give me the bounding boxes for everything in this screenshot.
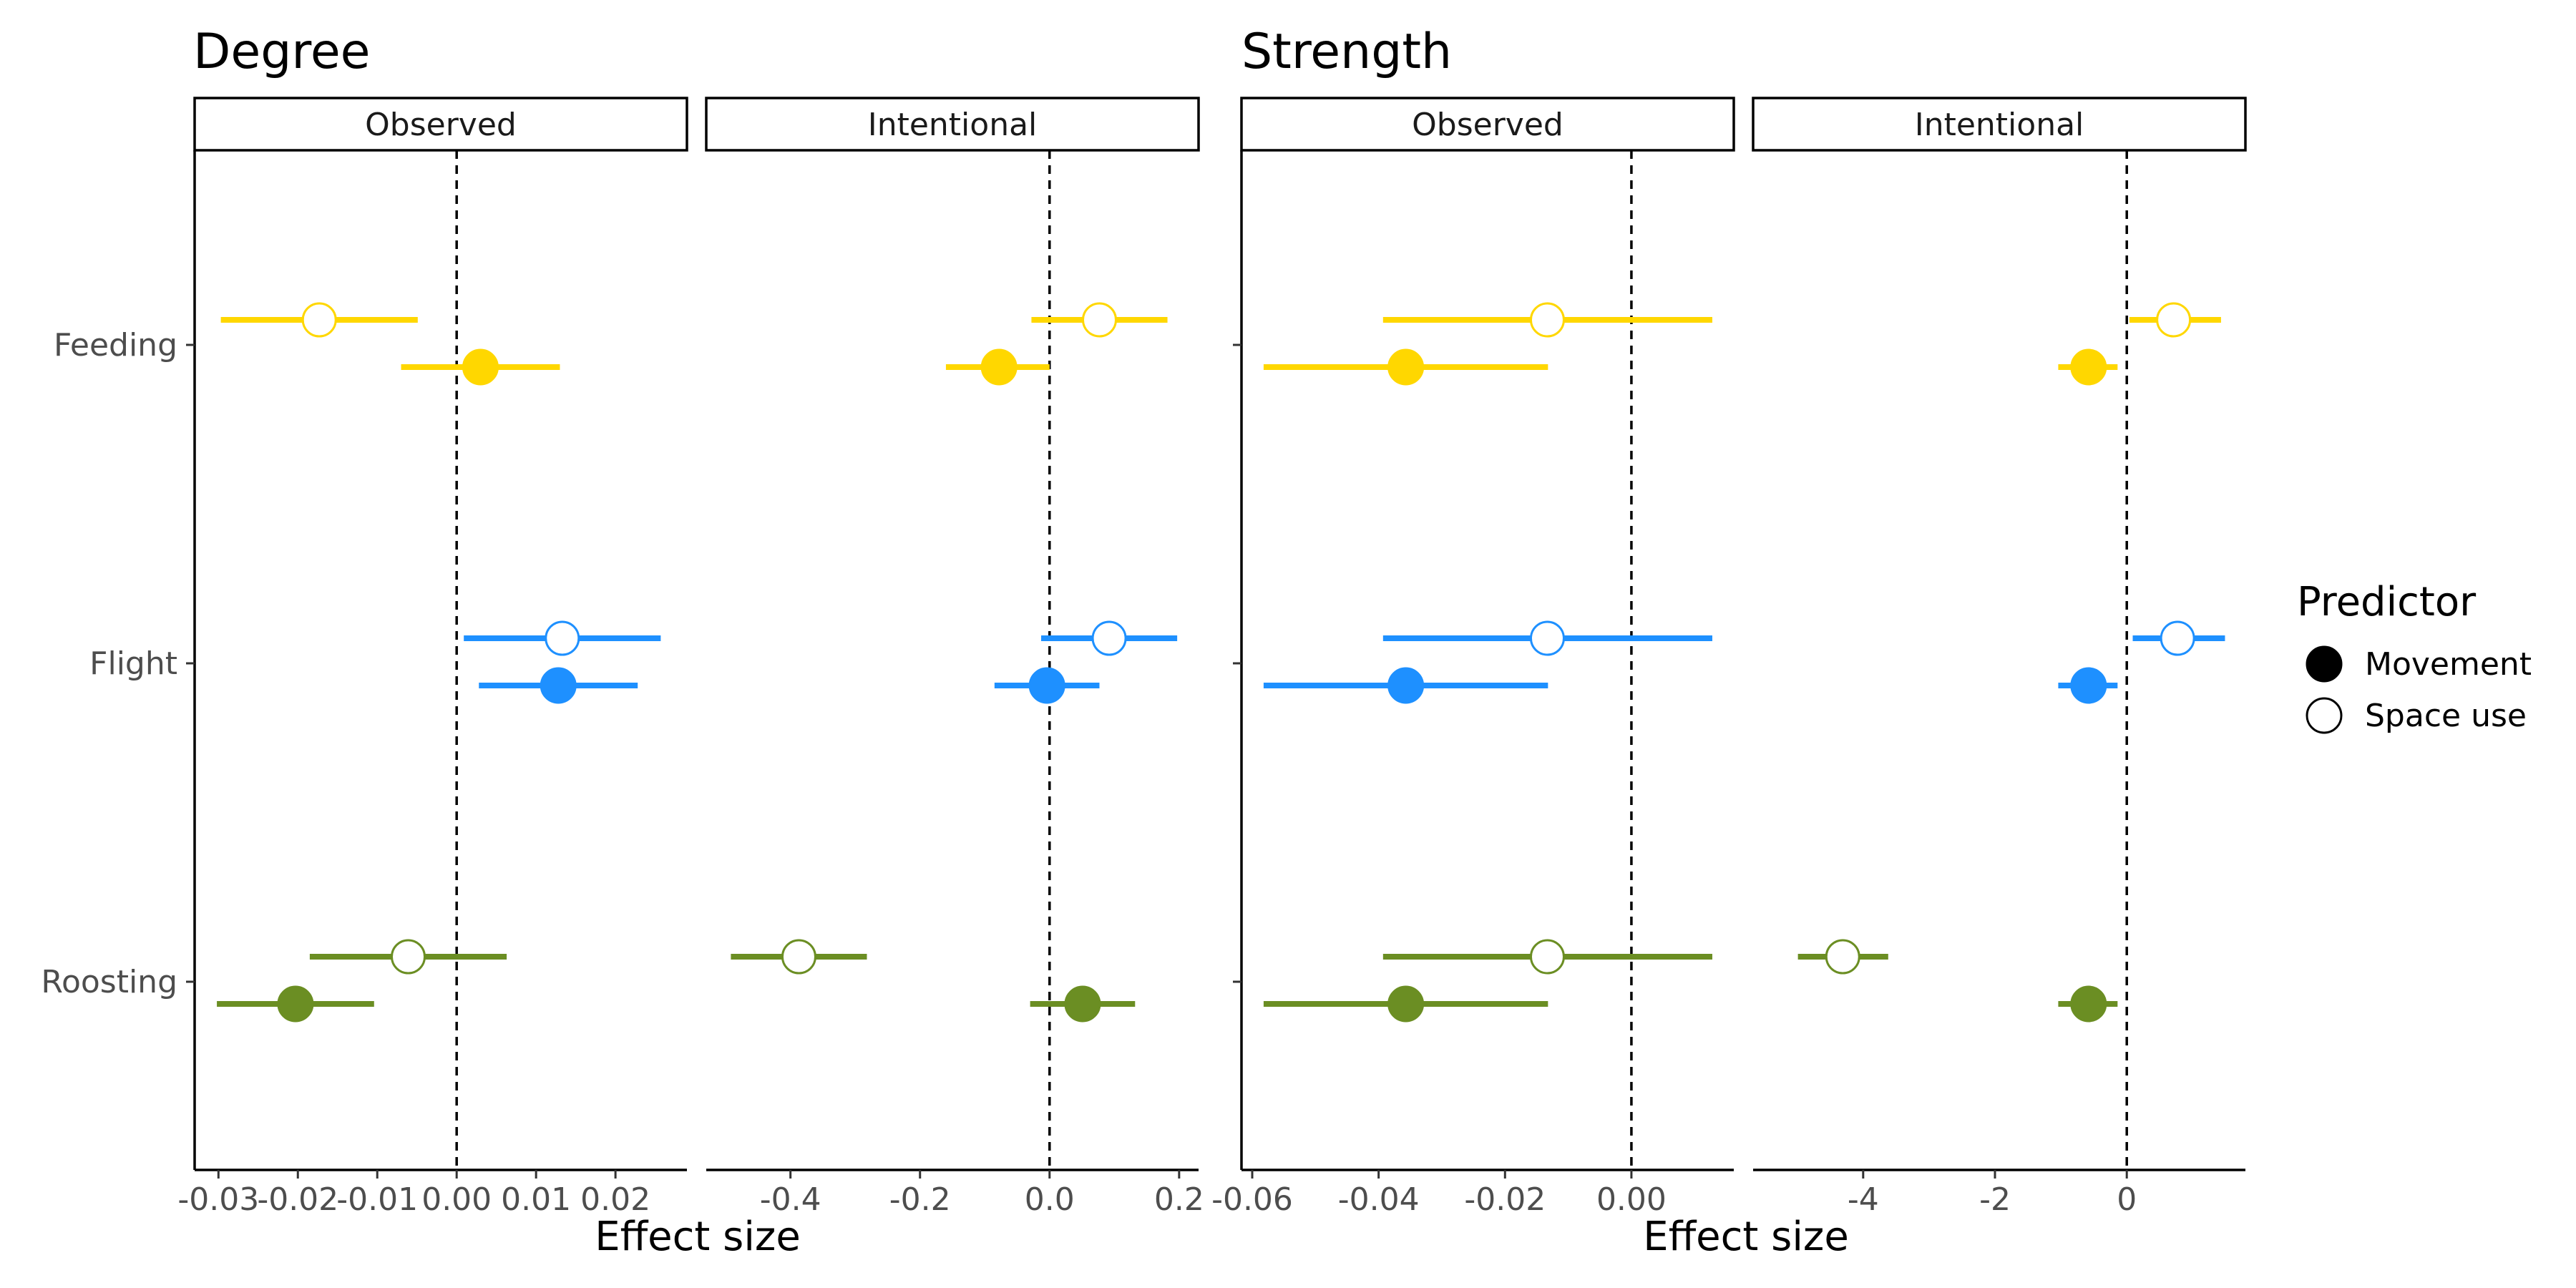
point-roosting-space-use — [391, 939, 426, 975]
point-flight-movement — [1028, 667, 1065, 704]
degree-title: Degree — [193, 24, 371, 80]
legend: Predictor Movement Space use — [2297, 579, 2532, 734]
strip-label-observed: Observed — [1412, 107, 1563, 143]
x-tick-label: 0.02 — [580, 1181, 650, 1218]
x-tick-label: 0.00 — [1596, 1181, 1667, 1218]
point-flight-space-use — [2160, 620, 2195, 656]
legend-title: Predictor — [2297, 579, 2477, 625]
point-roosting-movement — [2070, 985, 2107, 1023]
point-roosting-space-use — [1825, 939, 1860, 975]
panel-strength-intentional: Intentional -4 -2 0 — [1752, 97, 2247, 1218]
strip-label-intentional: Intentional — [1915, 107, 2084, 143]
x-axis-title-strength: Effect size — [1643, 1214, 1849, 1260]
panel-degree-intentional: Intentional -0.4 -0.2 0.0 0.2 — [705, 97, 1204, 1218]
x-tick-label: -0.02 — [257, 1181, 338, 1218]
strength-title: Strength — [1241, 24, 1452, 80]
y-tick-label-roosting: Roosting — [41, 964, 177, 1000]
point-flight-movement — [1387, 667, 1425, 704]
x-tick-label: -0.02 — [1464, 1181, 1546, 1218]
point-feeding-movement — [1387, 348, 1425, 386]
point-feeding-movement — [462, 348, 499, 386]
legend-key-movement — [2306, 645, 2343, 683]
x-tick-label: -2 — [1979, 1181, 2011, 1218]
point-roosting-movement — [277, 985, 314, 1023]
point-feeding-movement — [980, 348, 1018, 386]
y-axis-degree: Feeding Flight Roosting — [41, 150, 196, 1170]
legend-key-space-use — [2306, 697, 2343, 734]
point-feeding-space-use — [301, 302, 337, 338]
y-tick-label-feeding: Feeding — [54, 327, 177, 364]
x-tick-label: -0.4 — [760, 1181, 821, 1218]
point-roosting-movement — [1387, 985, 1425, 1023]
y-axis-strength — [1233, 150, 1243, 1170]
x-tick-label: 0.01 — [501, 1181, 571, 1218]
panel-strength-observed: Observed -0.06 -0.04 -0.02 0.00 — [1211, 97, 1735, 1218]
point-flight-space-use — [1529, 620, 1565, 656]
point-feeding-space-use — [2156, 302, 2192, 338]
point-feeding-space-use — [1081, 302, 1117, 338]
x-tick-label: -0.04 — [1338, 1181, 1420, 1218]
x-tick-label: -0.01 — [336, 1181, 418, 1218]
y-tick-label-flight: Flight — [89, 645, 177, 682]
x-tick-label: 0.2 — [1154, 1181, 1204, 1218]
point-roosting-space-use — [1529, 939, 1565, 975]
x-tick-label: -4 — [1848, 1181, 1879, 1218]
point-roosting-movement — [1064, 985, 1101, 1023]
x-tick-label: -0.2 — [889, 1181, 951, 1218]
point-flight-movement — [2070, 667, 2107, 704]
legend-label-space-use: Space use — [2365, 698, 2527, 734]
x-axis-title-degree: Effect size — [595, 1214, 801, 1260]
strip-box — [1240, 97, 1735, 152]
point-flight-space-use — [1091, 620, 1127, 656]
strip-label-intentional: Intentional — [868, 107, 1038, 143]
x-tick-label: 0.0 — [1025, 1181, 1075, 1218]
x-tick-label: -0.06 — [1211, 1181, 1293, 1218]
point-feeding-space-use — [1529, 302, 1565, 338]
point-flight-space-use — [545, 620, 580, 656]
strip-box — [1752, 97, 2247, 152]
point-flight-movement — [540, 667, 577, 704]
strip-box — [193, 97, 688, 152]
legend-label-movement: Movement — [2365, 646, 2532, 683]
point-roosting-space-use — [781, 939, 816, 975]
strip-label-observed: Observed — [365, 107, 517, 143]
x-tick-label: 0.00 — [421, 1181, 492, 1218]
panel-degree-observed: Observed -0.03-0.02-0.01 0.00 0.01 0.02 — [177, 97, 688, 1218]
strip-box — [705, 97, 1200, 152]
point-feeding-movement — [2070, 348, 2107, 386]
x-tick-label: 0 — [2117, 1181, 2137, 1218]
x-tick-label: -0.03 — [177, 1181, 259, 1218]
